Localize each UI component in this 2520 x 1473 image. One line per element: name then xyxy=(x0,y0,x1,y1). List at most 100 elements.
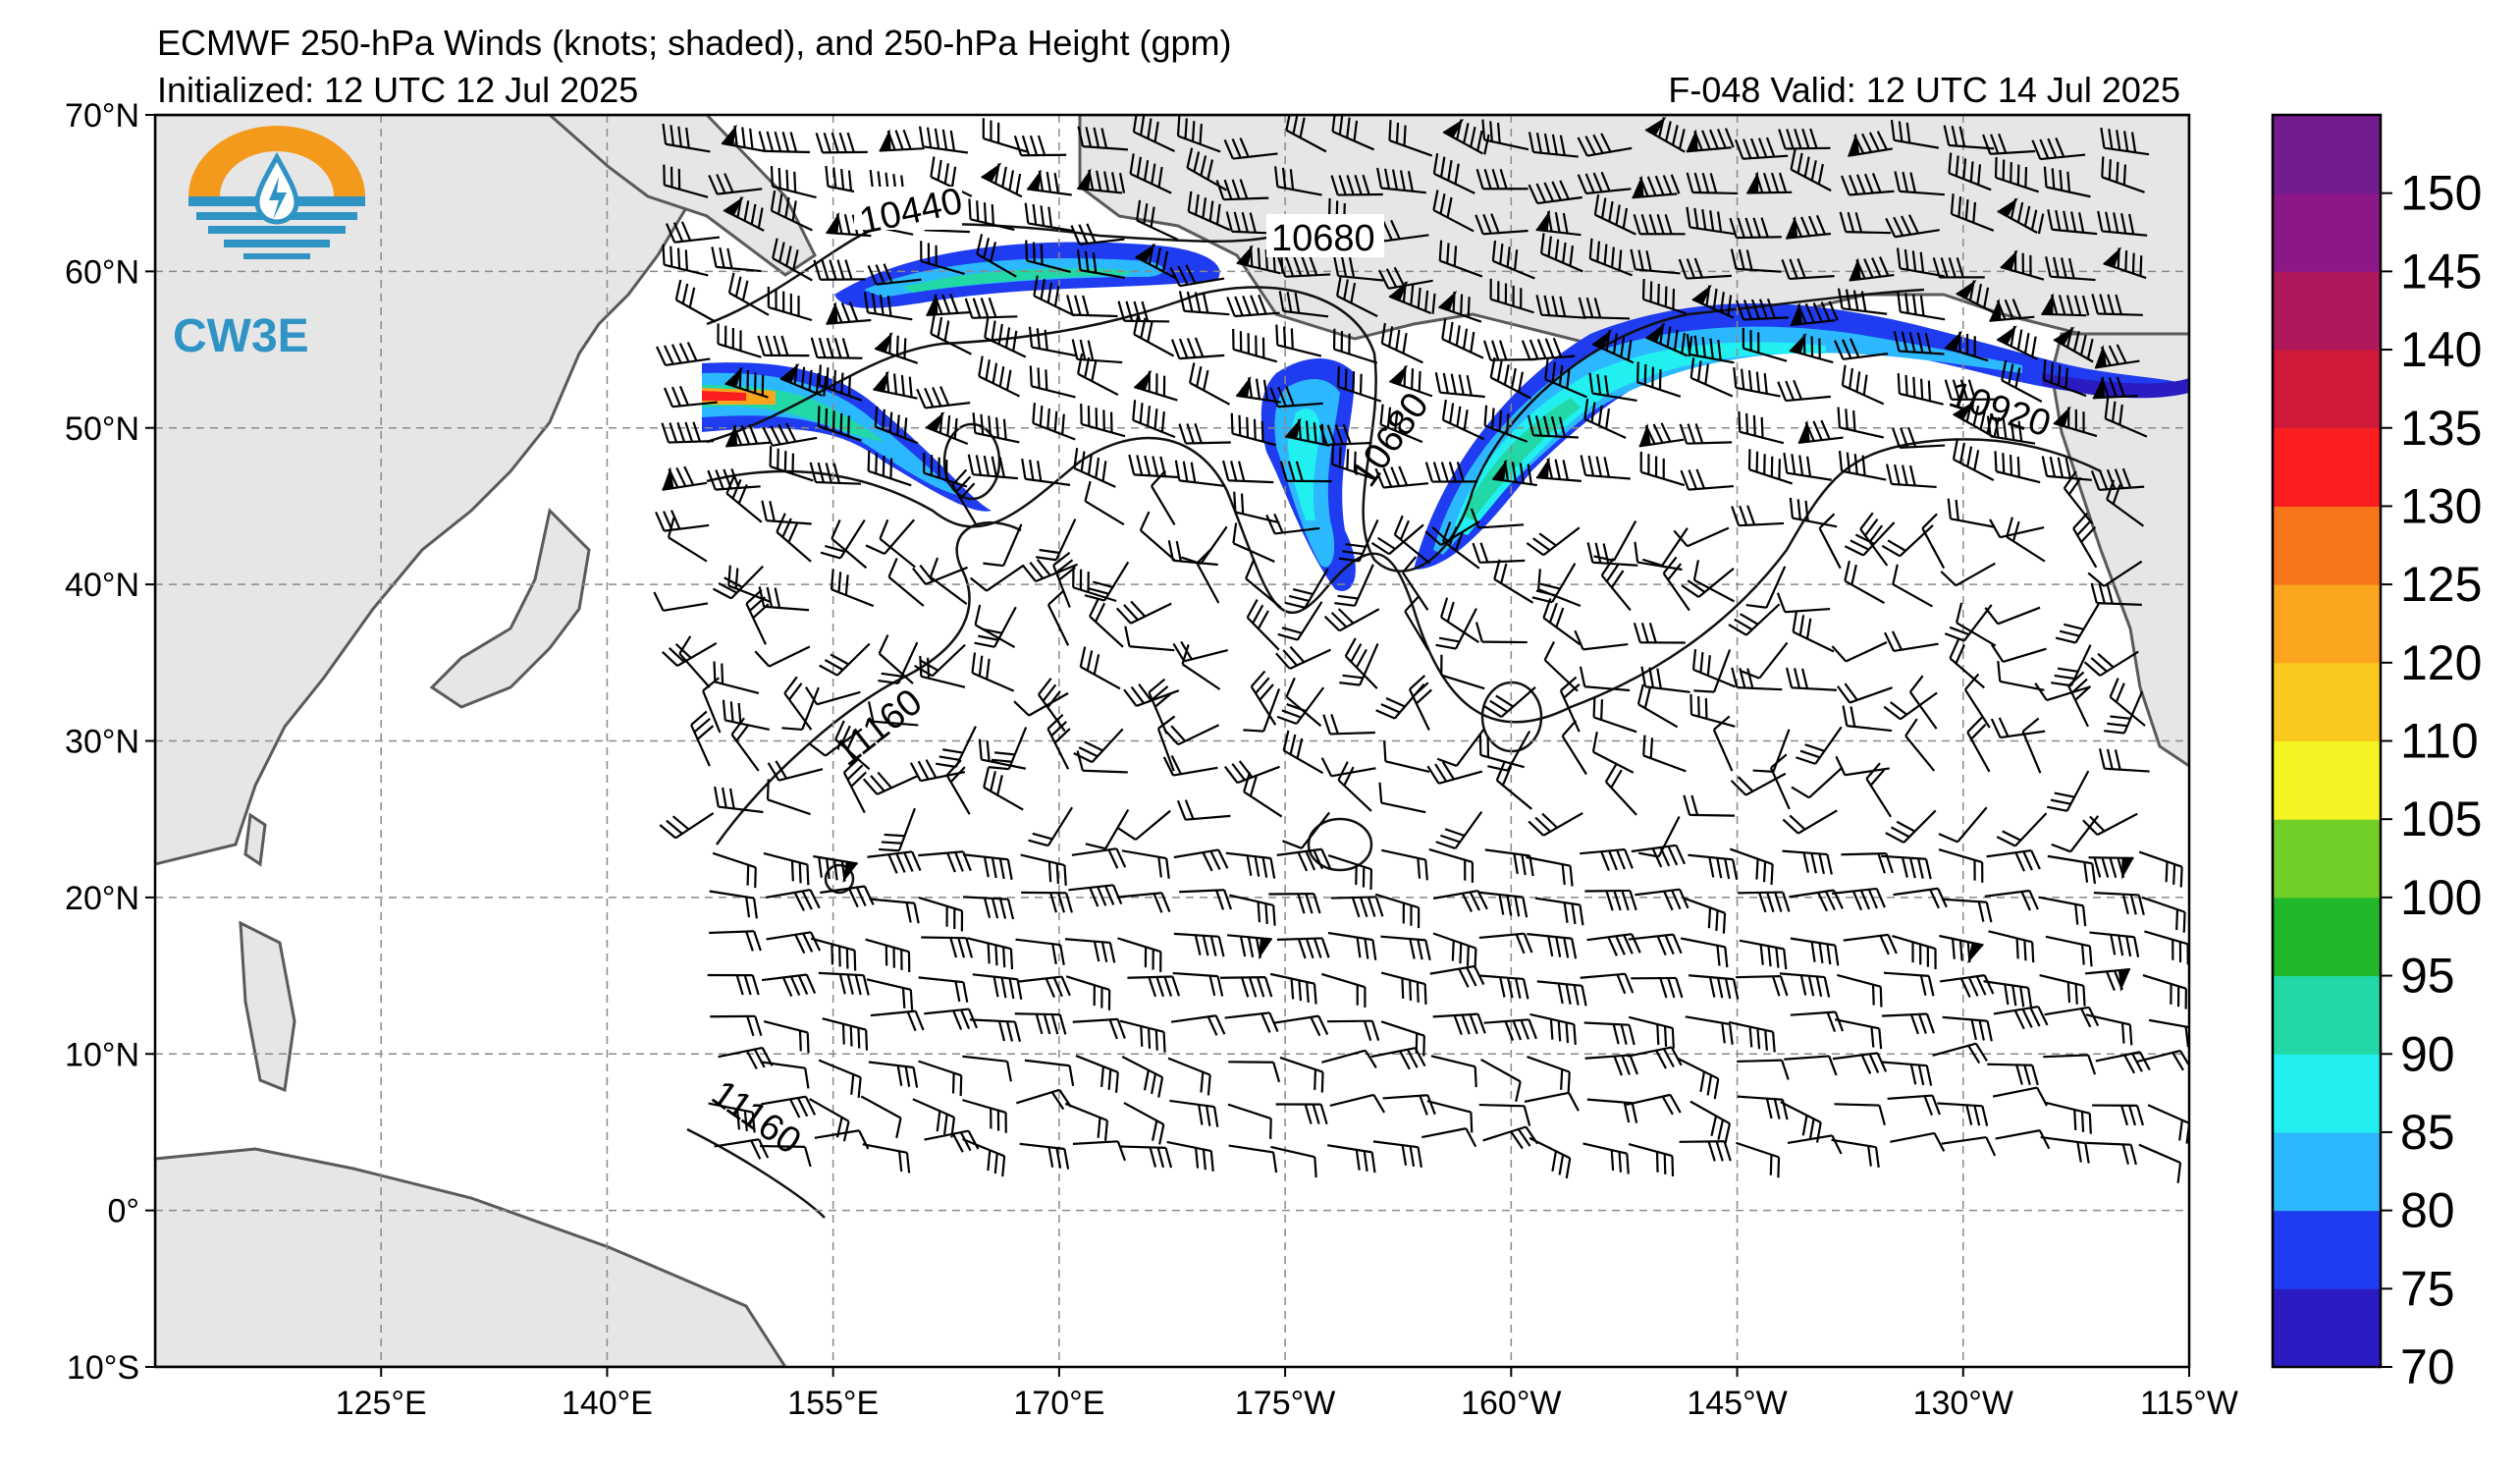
wind-barb xyxy=(1408,675,1432,731)
wind-barb xyxy=(2043,166,2091,198)
wind-barb xyxy=(1116,892,1171,913)
wind-barb xyxy=(1580,847,1634,871)
wind-barb xyxy=(664,385,718,409)
wind-barb xyxy=(2006,517,2046,563)
wind-barb xyxy=(1592,696,1637,734)
wind-barb xyxy=(1068,884,1123,907)
wind-barb xyxy=(1990,643,2047,664)
wind-barb xyxy=(1731,505,1785,527)
wind-barb xyxy=(1679,1140,1732,1162)
wind-barb xyxy=(761,500,812,525)
wind-barb xyxy=(1993,1005,2049,1030)
wind-barb xyxy=(1275,645,1331,670)
wind-barb xyxy=(1831,641,1888,663)
wind-barb xyxy=(1678,257,1732,280)
wind-barb xyxy=(1167,540,1218,567)
wind-barb xyxy=(2041,293,2090,317)
contour-low-1 xyxy=(942,422,1001,501)
contour-label-10680-b: 10680 xyxy=(1344,386,1437,495)
wind-barb xyxy=(1277,255,1331,278)
wind-barb xyxy=(1172,640,1229,663)
wind-barb xyxy=(1908,675,1938,730)
wind-barb xyxy=(1890,1131,1946,1152)
colorbar-label: 105 xyxy=(2400,791,2482,846)
wind-barb xyxy=(662,123,711,153)
wind-barb xyxy=(1070,223,1125,246)
wind-barb xyxy=(656,342,711,367)
wind-barb xyxy=(765,889,821,912)
wind-barb xyxy=(1662,556,1690,612)
wind-barb xyxy=(912,1098,956,1138)
wind-barb xyxy=(1736,975,1789,997)
wind-barb xyxy=(1790,300,1839,327)
colorbar-label: 135 xyxy=(2400,401,2482,456)
wind-barb xyxy=(772,238,813,282)
colorbar-label: 150 xyxy=(2400,166,2482,221)
wind-barb xyxy=(655,510,710,532)
wind-barb xyxy=(912,564,968,585)
wind-barb xyxy=(1170,337,1225,360)
wind-barb xyxy=(1135,243,1176,280)
contour-10920 xyxy=(706,436,2102,724)
wind-barb xyxy=(814,1129,870,1150)
wind-barb xyxy=(1527,1056,1571,1093)
wind-barb xyxy=(1582,1142,1630,1174)
wind-barb xyxy=(818,1059,862,1098)
wind-barb xyxy=(1685,1015,1734,1045)
wind-barb xyxy=(667,517,708,563)
wind-barb xyxy=(1938,806,1988,844)
wind-barb xyxy=(818,971,870,996)
wind-barb xyxy=(1790,148,1832,192)
wind-barb xyxy=(834,720,871,771)
wind-barb xyxy=(1859,512,1889,567)
wind-barb xyxy=(1483,1018,1537,1041)
wind-barb xyxy=(1834,1103,1886,1126)
wind-barb xyxy=(1834,338,1889,360)
wind-barb xyxy=(1939,934,1984,964)
wind-barb xyxy=(727,272,770,316)
wind-barb xyxy=(1072,1017,1126,1040)
wind-barb xyxy=(1893,887,1948,909)
wind-barb xyxy=(1432,190,1474,233)
wind-barb xyxy=(1831,1138,1880,1169)
wind-barb xyxy=(1686,172,1739,195)
wind-barb xyxy=(1426,1100,1474,1133)
wind-barb xyxy=(1278,291,1329,318)
wind-barb xyxy=(1250,670,1277,726)
wind-barb xyxy=(1478,1103,1531,1126)
wind-barb xyxy=(1534,897,1584,926)
wind-barb xyxy=(962,1137,1006,1177)
wind-barb xyxy=(1337,366,1382,403)
wind-barb xyxy=(1892,427,1946,449)
wind-barb xyxy=(1170,1014,1226,1036)
wind-barb xyxy=(758,586,810,612)
wind-barb xyxy=(1225,211,1277,235)
wind-barb xyxy=(757,335,810,357)
wind-barb xyxy=(809,462,861,485)
wind-barb xyxy=(1282,730,1324,775)
wind-barb xyxy=(963,896,1015,920)
wind-barb xyxy=(1024,1059,1075,1087)
colorbar-label: 125 xyxy=(2400,557,2482,612)
wind-barb xyxy=(1474,213,1528,236)
wind-barb xyxy=(1402,556,1429,611)
wind-barb xyxy=(819,642,871,677)
wind-barb xyxy=(1120,1145,1173,1169)
wind-barb xyxy=(978,738,1027,770)
colorbar: 150 145 140 135 130 125 120 110 105 100 95 90 85 80 75… xyxy=(2271,113,2482,1394)
wind-barb xyxy=(1583,1021,1635,1046)
colorbar-label: 100 xyxy=(2400,870,2482,925)
wind-barb xyxy=(2085,967,2131,993)
wind-barb xyxy=(1079,646,1121,690)
wind-barb xyxy=(1117,300,1170,323)
wind-barb xyxy=(1526,526,1581,557)
wind-barb xyxy=(758,131,811,154)
wind-barb xyxy=(2136,1049,2189,1071)
wind-barb xyxy=(712,851,757,889)
wind-barb xyxy=(761,973,817,997)
wind-barb xyxy=(2038,896,2087,927)
wind-barb xyxy=(721,124,767,153)
wind-barb xyxy=(1747,449,1794,485)
wind-barb xyxy=(725,423,772,448)
wind-barb xyxy=(1885,809,1937,844)
